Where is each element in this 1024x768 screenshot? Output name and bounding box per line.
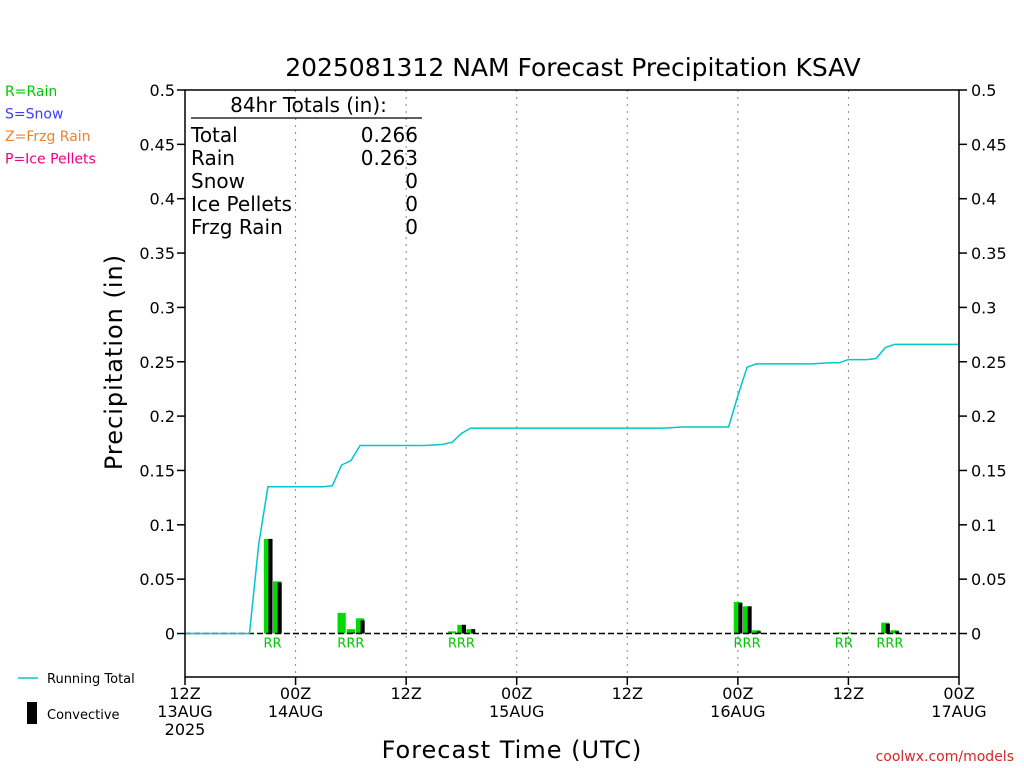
x-tick-label: 12Z	[390, 684, 421, 703]
convective-bar	[360, 620, 365, 634]
ptype-label: RRR	[876, 637, 903, 652]
y-tick-label-left: 0.3	[150, 298, 175, 317]
precip-bar	[752, 630, 761, 634]
y-tick-label-left: 0.15	[139, 461, 175, 480]
y-tick-label-right: 0.4	[971, 190, 996, 209]
x-tick-label: 00Z	[943, 684, 974, 703]
ptype-legend-item: S=Snow	[5, 107, 63, 123]
convective-bar	[894, 631, 900, 634]
precip-bar	[742, 606, 752, 634]
totals-heading: 84hr Totals (in):	[230, 93, 387, 117]
running-total-line	[185, 343, 959, 635]
x-tick-label: 2025	[165, 720, 206, 739]
totals-row-value: 0	[405, 192, 418, 216]
totals-row-label: Ice Pellets	[191, 192, 292, 216]
totals-row-label: Total	[190, 123, 238, 147]
ptype-label: RR	[835, 637, 853, 652]
ptype-label: RR	[263, 637, 281, 652]
y-tick-label-left: 0.05	[139, 570, 175, 589]
totals-row-label: Rain	[191, 146, 235, 170]
convective-bar	[461, 624, 467, 634]
precip-bar	[346, 629, 355, 634]
convective-bar	[756, 631, 761, 634]
ptype-legend-item: P=Ice Pellets	[5, 152, 96, 168]
precip-bar	[448, 631, 457, 634]
y-tick-label-right: 0.5	[971, 81, 996, 100]
y-axis-title: Precipitation (in)	[100, 254, 128, 470]
y-tick-label-left: 0.1	[150, 516, 175, 535]
convective-bar	[885, 623, 890, 634]
y-tick-label-right: 0.35	[971, 244, 1007, 263]
convective-bar	[268, 538, 273, 634]
ptype-legend-item: Z=Frzg Rain	[5, 129, 91, 145]
convective-legend-swatch	[27, 702, 37, 724]
x-tick-label: 00Z	[501, 684, 532, 703]
x-tick-label: 00Z	[280, 684, 311, 703]
x-axis-title: Forecast Time (UTC)	[382, 736, 643, 764]
y-tick-label-right: 0.05	[971, 570, 1007, 589]
convective-bar	[747, 606, 752, 634]
plot-frame	[184, 89, 960, 678]
x-tick-label: 16AUG	[710, 702, 765, 721]
x-tick-label: 15AUG	[489, 702, 544, 721]
totals-row-value: 0.266	[361, 123, 418, 147]
x-tick-label: 12Z	[833, 684, 864, 703]
ptype-label: RRR	[448, 637, 475, 652]
credit-text: coolwx.com/models	[876, 749, 1014, 765]
y-tick-label-left: 0.5	[150, 81, 175, 100]
y-tick-label-right: 0.15	[971, 461, 1007, 480]
x-tick-label: 17AUG	[931, 702, 986, 721]
precip-bar	[337, 612, 346, 634]
x-tick-label: 12Z	[169, 684, 200, 703]
precip-bar	[263, 538, 273, 634]
series-legend-label: Running Total	[47, 672, 135, 687]
ptype-legend-item: R=Rain	[5, 84, 57, 100]
ptype-label: RRR	[734, 637, 761, 652]
precip-bar	[733, 601, 742, 634]
totals-row-value: 0.263	[361, 146, 418, 170]
y-tick-label-left: 0.2	[150, 407, 175, 426]
totals-row-value: 0	[405, 215, 418, 239]
y-tick-label-left: 0.35	[139, 244, 175, 263]
precip-bar	[466, 629, 475, 634]
precip-bar	[844, 632, 853, 634]
y-tick-label-right: 0.2	[971, 407, 996, 426]
series-legend: Running Total Convective	[18, 672, 135, 724]
ptype-legend: R=Rain S=Snow Z=Frzg Rain P=Ice Pellets	[5, 84, 96, 168]
x-tick-label: 13AUG	[157, 702, 212, 721]
y-tick-label-left: 0	[165, 625, 175, 644]
x-tick-label: 14AUG	[268, 702, 323, 721]
ptype-label: RRR	[337, 637, 364, 652]
totals-row-label: Frzg Rain	[191, 215, 283, 239]
y-tick-label-left: 0.45	[139, 135, 175, 154]
totals-row-value: 0	[405, 169, 418, 193]
y-tick-label-left: 0.4	[150, 190, 175, 209]
y-tick-label-right: 0.1	[971, 516, 996, 535]
precip-bar	[881, 622, 890, 634]
series-legend-label: Convective	[47, 708, 120, 723]
convective-bar	[277, 582, 282, 634]
totals-box: 84hr Totals (in): Total 0.266 Rain 0.263 Snow…	[190, 93, 422, 239]
y-tick-label-right: 0.25	[971, 353, 1007, 372]
x-tick-label: 12Z	[612, 684, 643, 703]
precip-bar	[890, 630, 899, 634]
convective-bar	[351, 632, 356, 634]
precip-bar	[273, 581, 282, 634]
chart-title: 2025081312 NAM Forecast Precipitation KS…	[285, 53, 861, 82]
x-tick-label: 00Z	[722, 684, 753, 703]
y-tick-label-right: 0	[971, 625, 981, 644]
precip-bar	[457, 624, 466, 634]
y-tick-label-right: 0.3	[971, 298, 996, 317]
totals-row-label: Snow	[191, 169, 245, 193]
y-tick-label-right: 0.45	[971, 135, 1007, 154]
precip-bar	[355, 618, 365, 634]
y-tick-label-left: 0.25	[139, 353, 175, 372]
convective-bar	[471, 629, 476, 634]
convective-bar	[738, 603, 743, 634]
precip-bar	[835, 632, 844, 634]
